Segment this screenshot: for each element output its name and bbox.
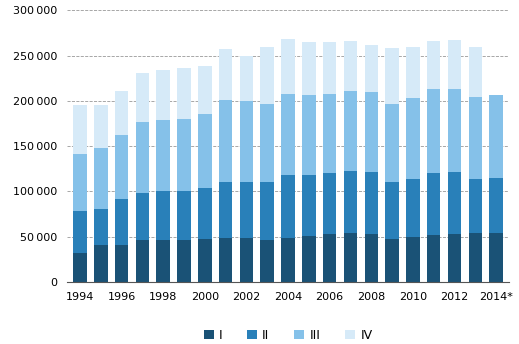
Bar [198,239,212,282]
Legend: I, II, III, IV: I, II, III, IV [199,324,377,344]
Bar [406,179,420,237]
Bar [281,39,295,94]
Bar [73,211,87,253]
Bar [364,92,378,172]
Bar [281,238,295,282]
Bar [177,68,191,119]
Bar [469,233,482,282]
Bar [156,70,170,120]
Bar [406,98,420,179]
Bar [323,42,336,94]
Bar [469,97,482,179]
Bar [385,49,399,104]
Bar [406,47,420,98]
Bar [344,171,357,233]
Bar [177,192,191,239]
Bar [115,135,128,199]
Bar [281,94,295,175]
Bar [115,245,128,282]
Bar [177,119,191,192]
Bar [323,173,336,234]
Bar [302,42,316,95]
Bar [219,49,233,100]
Bar [302,236,316,282]
Bar [198,114,212,188]
Bar [73,253,87,282]
Bar [427,173,441,235]
Bar [198,66,212,114]
Bar [135,122,149,193]
Bar [385,104,399,182]
Bar [261,182,274,239]
Bar [240,56,253,101]
Bar [219,100,233,182]
Bar [94,245,107,282]
Bar [135,193,149,240]
Bar [406,237,420,282]
Bar [281,175,295,238]
Bar [261,239,274,282]
Bar [427,89,441,173]
Bar [469,179,482,233]
Bar [135,73,149,122]
Bar [489,233,503,282]
Bar [156,240,170,282]
Bar [323,234,336,282]
Bar [94,209,107,245]
Bar [219,238,233,282]
Bar [73,105,87,154]
Bar [177,239,191,282]
Bar [94,105,107,148]
Bar [261,104,274,182]
Bar [344,233,357,282]
Bar [448,172,461,234]
Bar [448,234,461,282]
Bar [469,46,482,97]
Bar [261,47,274,104]
Bar [135,240,149,282]
Bar [240,238,253,282]
Bar [427,235,441,282]
Bar [448,40,461,89]
Bar [302,175,316,236]
Bar [219,182,233,238]
Bar [385,239,399,282]
Bar [73,154,87,211]
Bar [364,172,378,234]
Bar [115,91,128,135]
Bar [156,192,170,240]
Bar [364,234,378,282]
Bar [323,94,336,173]
Bar [364,45,378,92]
Bar [198,188,212,239]
Bar [427,41,441,89]
Bar [94,148,107,209]
Bar [302,95,316,175]
Bar [344,91,357,171]
Bar [489,96,503,178]
Bar [240,101,253,182]
Bar [115,199,128,245]
Bar [156,120,170,192]
Bar [344,41,357,91]
Bar [385,182,399,239]
Bar [489,178,503,233]
Bar [240,182,253,238]
Bar [448,89,461,172]
